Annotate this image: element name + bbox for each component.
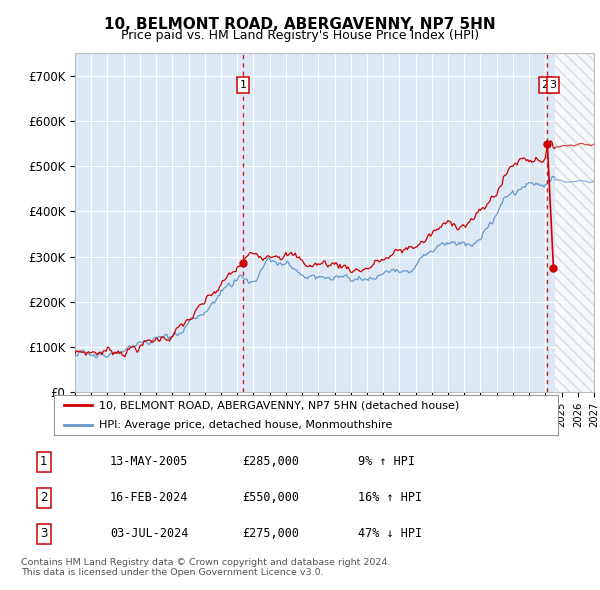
Text: 16-FEB-2024: 16-FEB-2024 bbox=[110, 491, 188, 504]
Text: Price paid vs. HM Land Registry's House Price Index (HPI): Price paid vs. HM Land Registry's House … bbox=[121, 30, 479, 42]
Text: £285,000: £285,000 bbox=[242, 455, 299, 468]
Text: 1: 1 bbox=[239, 80, 247, 90]
Text: 2: 2 bbox=[40, 491, 47, 504]
Text: £550,000: £550,000 bbox=[242, 491, 299, 504]
Text: 9% ↑ HPI: 9% ↑ HPI bbox=[358, 455, 415, 468]
Text: Contains HM Land Registry data © Crown copyright and database right 2024.
This d: Contains HM Land Registry data © Crown c… bbox=[21, 558, 391, 577]
Text: HPI: Average price, detached house, Monmouthshire: HPI: Average price, detached house, Monm… bbox=[100, 421, 393, 430]
Text: 13-MAY-2005: 13-MAY-2005 bbox=[110, 455, 188, 468]
Text: £275,000: £275,000 bbox=[242, 527, 299, 540]
Bar bbox=[555, 53, 594, 392]
Text: 03-JUL-2024: 03-JUL-2024 bbox=[110, 527, 188, 540]
Text: 2: 2 bbox=[541, 80, 548, 90]
Text: 10, BELMONT ROAD, ABERGAVENNY, NP7 5HN (detached house): 10, BELMONT ROAD, ABERGAVENNY, NP7 5HN (… bbox=[100, 401, 460, 410]
Bar bbox=[555, 53, 594, 392]
Text: 3: 3 bbox=[550, 80, 556, 90]
Text: 16% ↑ HPI: 16% ↑ HPI bbox=[358, 491, 422, 504]
Text: 1: 1 bbox=[40, 455, 47, 468]
Text: 3: 3 bbox=[40, 527, 47, 540]
Text: 47% ↓ HPI: 47% ↓ HPI bbox=[358, 527, 422, 540]
Text: 10, BELMONT ROAD, ABERGAVENNY, NP7 5HN: 10, BELMONT ROAD, ABERGAVENNY, NP7 5HN bbox=[104, 17, 496, 31]
